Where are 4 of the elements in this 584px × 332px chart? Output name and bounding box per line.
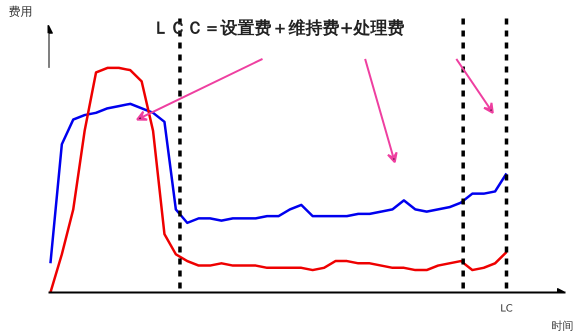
chart-title: ＬＣＣ＝设置费＋维持费+处理费 (152, 18, 405, 38)
x-axis-title: 时间 (552, 320, 574, 332)
y-axis-title: 费用 (8, 4, 32, 18)
text: LC (500, 304, 513, 314)
